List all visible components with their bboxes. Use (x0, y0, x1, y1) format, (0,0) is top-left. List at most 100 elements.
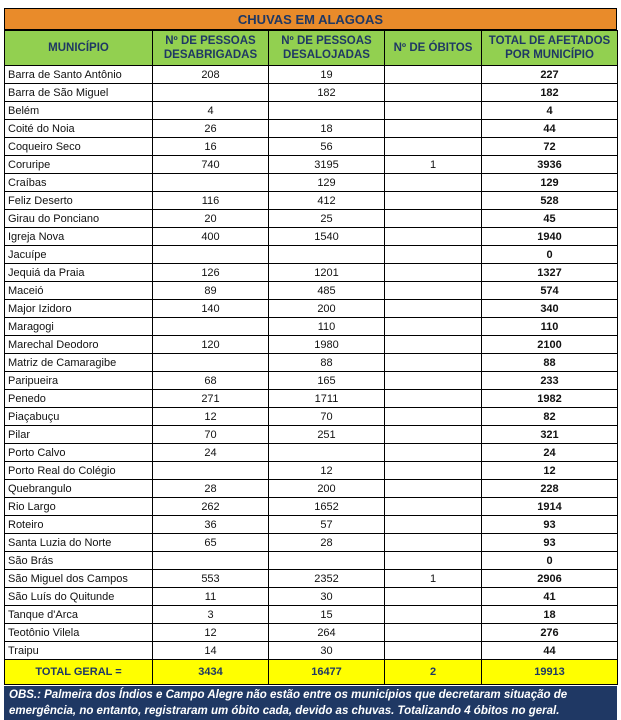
value-cell: 57 (268, 515, 385, 534)
value-cell: 41 (481, 587, 618, 606)
value-cell (268, 245, 385, 264)
value-cell: 485 (268, 281, 385, 300)
table-row: Traipu 14 30 44 (4, 641, 618, 660)
value-cell (268, 101, 385, 120)
value-cell (384, 551, 482, 570)
value-cell: 18 (481, 605, 618, 624)
table: MUNICÍPIO Nº DE PESSOAS DESABRIGADAS Nº DE… (4, 30, 618, 685)
value-cell (384, 461, 482, 480)
value-cell: 70 (268, 407, 385, 426)
municipality-cell: Marechal Deodoro (4, 335, 153, 354)
value-cell: 1940 (481, 227, 618, 246)
column-header: MUNICÍPIO (4, 30, 153, 66)
total-cell: TOTAL GERAL = (4, 659, 153, 685)
value-cell: 182 (268, 83, 385, 102)
municipality-cell: Coité do Noia (4, 119, 153, 138)
value-cell: 28 (152, 479, 269, 498)
table-row: Marechal Deodoro 120 1980 2100 (4, 335, 618, 354)
value-cell: 3 (152, 605, 269, 624)
value-cell (384, 281, 482, 300)
municipality-cell: Pilar (4, 425, 153, 444)
municipality-cell: São Miguel dos Campos (4, 569, 153, 588)
table-row: Girau do Ponciano 20 25 45 (4, 209, 618, 228)
value-cell (384, 299, 482, 318)
municipality-cell: Maceió (4, 281, 153, 300)
value-cell: 72 (481, 137, 618, 156)
value-cell: 18 (268, 119, 385, 138)
table-row: Feliz Deserto 116 412 528 (4, 191, 618, 210)
value-cell: 528 (481, 191, 618, 210)
value-cell: 400 (152, 227, 269, 246)
table-row: Paripueira 68 165 233 (4, 371, 618, 390)
table-row: Porto Real do Colégio 12 12 (4, 461, 618, 480)
value-cell: 553 (152, 569, 269, 588)
value-cell: 2352 (268, 569, 385, 588)
municipality-cell: Jequiá da Praia (4, 263, 153, 282)
value-cell: 88 (481, 353, 618, 372)
value-cell (152, 83, 269, 102)
table-row: Belém 4 4 (4, 101, 618, 120)
value-cell: 26 (152, 119, 269, 138)
value-cell: 2906 (481, 569, 618, 588)
value-cell (384, 479, 482, 498)
value-cell: 120 (152, 335, 269, 354)
value-cell: 16 (152, 137, 269, 156)
value-cell: 12 (152, 407, 269, 426)
value-cell: 4 (481, 101, 618, 120)
municipality-cell: Porto Calvo (4, 443, 153, 462)
value-cell (384, 173, 482, 192)
municipality-cell: Quebrangulo (4, 479, 153, 498)
table-row: São Miguel dos Campos 553 2352 1 2906 (4, 569, 618, 588)
value-cell: 251 (268, 425, 385, 444)
table-row: Jacuípe 0 (4, 245, 618, 264)
value-cell (384, 65, 482, 84)
table-row: Pilar 70 251 321 (4, 425, 618, 444)
value-cell: 19 (268, 65, 385, 84)
column-header: Nº DE ÓBITOS (384, 30, 482, 66)
municipality-cell: Igreja Nova (4, 227, 153, 246)
note: OBS.: Palmeira dos Índios e Campo Alegre… (4, 686, 617, 720)
value-cell: 208 (152, 65, 269, 84)
value-cell (152, 551, 269, 570)
value-cell: 110 (268, 317, 385, 336)
value-cell: 68 (152, 371, 269, 390)
total-row: TOTAL GERAL = 3434 16477 2 19913 (4, 659, 618, 685)
table-title: CHUVAS EM ALAGOAS (4, 8, 617, 30)
value-cell (384, 317, 482, 336)
value-cell: 0 (481, 551, 618, 570)
total-cell: 19913 (481, 659, 618, 685)
municipality-cell: Traipu (4, 641, 153, 660)
municipality-cell: Barra de Santo Antônio (4, 65, 153, 84)
value-cell: 233 (481, 371, 618, 390)
value-cell (384, 335, 482, 354)
table-row: Penedo 271 1711 1982 (4, 389, 618, 408)
value-cell: 70 (152, 425, 269, 444)
value-cell: 340 (481, 299, 618, 318)
value-cell: 15 (268, 605, 385, 624)
value-cell: 1652 (268, 497, 385, 516)
value-cell: 88 (268, 353, 385, 372)
table-body: Barra de Santo Antônio 208 19 227 Barra de S… (4, 65, 618, 685)
municipality-cell: Coqueiro Seco (4, 137, 153, 156)
value-cell (268, 551, 385, 570)
value-cell (384, 497, 482, 516)
table-row: Tanque d'Arca 3 15 18 (4, 605, 618, 624)
municipality-cell: Barra de São Miguel (4, 83, 153, 102)
value-cell (152, 353, 269, 372)
table-row: Igreja Nova 400 1540 1940 (4, 227, 618, 246)
value-cell: 12 (152, 623, 269, 642)
value-cell (268, 443, 385, 462)
value-cell: 14 (152, 641, 269, 660)
municipality-cell: Jacuípe (4, 245, 153, 264)
value-cell: 1980 (268, 335, 385, 354)
value-cell: 740 (152, 155, 269, 174)
total-cell: 16477 (268, 659, 385, 685)
value-cell: 264 (268, 623, 385, 642)
header-row: MUNICÍPIO Nº DE PESSOAS DESABRIGADAS Nº DE… (4, 30, 618, 66)
municipality-cell: Paripueira (4, 371, 153, 390)
municipality-cell: São Luís do Quitunde (4, 587, 153, 606)
value-cell: 126 (152, 263, 269, 282)
table-row: São Luís do Quitunde 11 30 41 (4, 587, 618, 606)
municipality-cell: Tanque d'Arca (4, 605, 153, 624)
